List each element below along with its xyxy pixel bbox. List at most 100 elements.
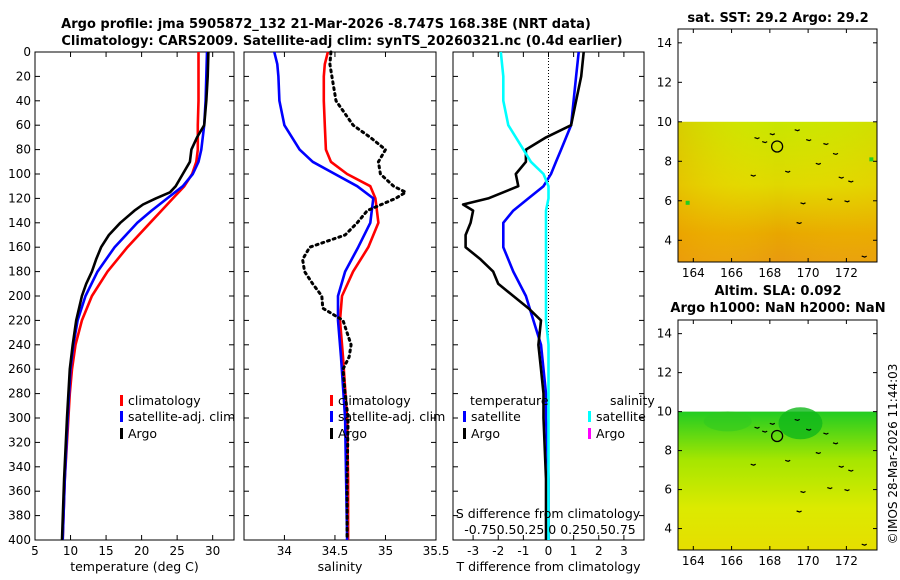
x-tick-label: -3 <box>467 544 479 558</box>
y-tick-label: 120 <box>8 191 31 205</box>
y-tick-label: 6 <box>664 483 672 497</box>
x-tick-label: 3 <box>620 544 628 558</box>
data-pixel <box>685 200 690 205</box>
island <box>800 202 806 205</box>
y-tick-label: 160 <box>8 240 31 254</box>
sst-map: 164 166 168 170 172 14 12 10 8 6 4 <box>657 28 878 280</box>
y-tick-label: 240 <box>8 338 31 352</box>
y-tick-label: 10 <box>657 405 672 419</box>
legend-swatch-s-argo <box>588 428 591 439</box>
legend-label-s-satellite: satellite <box>596 409 646 424</box>
title-line2: Climatology: CARS2009. Satellite-adj cli… <box>61 34 622 49</box>
difference-legend: temperature salinity satellite Argo sate… <box>463 393 655 441</box>
island <box>815 451 822 455</box>
x-axis-label: T difference from climatology <box>455 559 641 574</box>
series-line-argo <box>301 50 408 542</box>
y-tick-label: 8 <box>664 154 672 168</box>
y-tick-label: 4 <box>664 522 672 536</box>
island <box>861 543 867 546</box>
island <box>838 465 844 468</box>
legend-swatch-argo <box>330 428 333 439</box>
y-tick-label: 280 <box>8 387 31 401</box>
x-tick-label: 172 <box>835 554 858 568</box>
s-diff-axis-label: S difference from climatology <box>456 506 641 521</box>
legend-label-t-satellite: satellite <box>471 409 521 424</box>
y-tick-label: 140 <box>8 216 31 230</box>
island <box>785 170 791 173</box>
y-tick-label: 220 <box>8 313 31 327</box>
x-tick-label: 15 <box>98 544 113 558</box>
island <box>796 510 802 513</box>
x-tick-label: 25 <box>170 544 185 558</box>
y-tick-label: 60 <box>16 118 31 132</box>
x-tick-label: 34 <box>277 544 292 558</box>
island <box>785 459 791 462</box>
sla-high <box>778 407 823 440</box>
series-line-satellite-adj-clim <box>273 51 375 541</box>
y-tick-label: 10 <box>657 115 672 129</box>
legend-label-climatology: climatology <box>128 393 201 408</box>
legend-swatch-argo <box>120 428 123 439</box>
watermark: ©IMOS 28-Mar-2026 11:44:03 <box>886 364 900 545</box>
y-tick-label: 20 <box>16 69 31 83</box>
x-tick-label: 20 <box>134 544 149 558</box>
x-tick-label: -1 <box>517 544 529 558</box>
salinity-legend: climatology satellite-adj. clim Argo <box>330 393 445 441</box>
map1-title: sat. SST: 29.2 Argo: 29.2 <box>687 11 868 26</box>
island <box>750 174 756 177</box>
profile-marker <box>770 429 784 443</box>
series-line-satellite-adj-clim <box>61 51 209 541</box>
island <box>754 426 760 429</box>
temperature-legend: climatology satellite-adj. clim Argo <box>120 393 235 441</box>
map-frame <box>677 319 878 551</box>
island <box>806 428 812 431</box>
legend-header-salinity: salinity <box>610 393 655 408</box>
y-tick-label: 180 <box>8 265 31 279</box>
x-tick-label: -2 <box>492 544 504 558</box>
x-tick-label: 166 <box>720 266 743 280</box>
island <box>762 141 768 144</box>
x-tick-label: 0 <box>545 544 553 558</box>
x-axis-label: temperature (deg C) <box>70 559 199 574</box>
x-tick-label: 164 <box>682 266 705 280</box>
y-tick-label: 80 <box>16 143 31 157</box>
legend-label-climatology: climatology <box>338 393 411 408</box>
x-tick-label: 10 <box>63 544 78 558</box>
y-tick-label: 360 <box>8 484 31 498</box>
island <box>794 418 800 422</box>
y-tick-label: 40 <box>16 94 31 108</box>
x-tick-label: 168 <box>758 266 781 280</box>
island <box>800 490 806 494</box>
x-axis-label: salinity <box>318 559 363 574</box>
y-tick-label: 14 <box>657 36 672 50</box>
legend-swatch-satellite <box>330 411 333 422</box>
temperature-panel: 5 10 15 20 25 3002040608010012014016018020022… <box>8 45 235 574</box>
island <box>832 152 839 156</box>
series-line-climatology <box>322 51 380 540</box>
x-tick-label: 35 <box>378 544 393 558</box>
legend-swatch-t-satellite <box>463 411 466 422</box>
sla-high <box>703 411 752 432</box>
island <box>806 139 812 142</box>
island <box>844 489 850 492</box>
map2-title1: Altim. SLA: 0.092 <box>715 284 842 299</box>
y-tick-label: 4 <box>664 233 672 247</box>
series-line-t-satellite <box>501 51 580 540</box>
y-tick-label: 12 <box>657 366 672 380</box>
series-line-argo <box>60 51 210 541</box>
y-tick-label: 8 <box>664 444 672 458</box>
x-tick-label: 170 <box>797 554 820 568</box>
y-tick-label: 100 <box>8 167 31 181</box>
island <box>762 430 768 433</box>
x-tick-label: 168 <box>758 554 781 568</box>
y-tick-label: 6 <box>664 194 672 208</box>
island <box>848 469 854 472</box>
x-tick-label: 166 <box>720 554 743 568</box>
island <box>827 487 833 490</box>
y-tick-label: 14 <box>657 327 672 341</box>
profile-marker <box>770 140 784 153</box>
island <box>848 180 854 183</box>
y-tick-label: 0 <box>23 45 31 59</box>
data-field <box>678 411 877 550</box>
